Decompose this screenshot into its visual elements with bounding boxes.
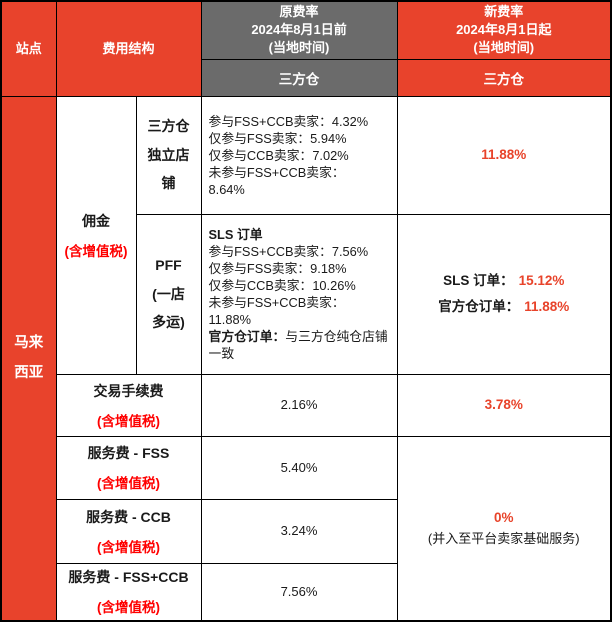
pff-old-official-line: 官方仓订单：与三方仓纯仓店铺一致	[209, 328, 391, 362]
commission-vat-note: (含增值税)	[64, 243, 128, 259]
new-rate-title: 新费率	[484, 4, 524, 20]
cell-site-malaysia: 马来 西亚	[0, 95, 57, 622]
commission-name: 佣金	[82, 212, 110, 229]
old-rate-title: 原费率	[279, 4, 319, 20]
new-rate-effective-date: 2024年8月1日起	[456, 22, 552, 38]
fss-fee-vat-note: (含增值税)	[97, 476, 160, 491]
ccb-fee-name: 服务费 - CCB	[86, 508, 171, 525]
header-old-rate: 原费率 2024年8月1日前 (当地时间)	[200, 0, 398, 60]
cell-fee-fss-ccb: 服务费 - FSS+CCB (含增值税)	[55, 562, 202, 622]
cell-old-rate-fss: 5.40%	[200, 435, 398, 500]
cell-new-rate-merged: 0% (并入至平台卖家基础服务)	[396, 435, 612, 622]
transaction-fee-vat-note: (含增值税)	[97, 413, 160, 429]
pff-new-official-value: 11.88%	[524, 299, 570, 314]
pff-new-sls-line: SLS 订单： 15.12%	[398, 268, 610, 294]
independent-old-rates: 参与FSS+CCB卖家：4.32% 仅参与FSS卖家：5.94% 仅参与CCB卖…	[208, 113, 369, 197]
cell-fee-transaction: 交易手续费 (含增值税)	[55, 373, 202, 437]
old-rate-effective-date: 2024年8月1日前	[251, 22, 347, 38]
header-fee-structure-label: 费用结构	[102, 40, 155, 56]
header-site-label: 站点	[15, 40, 42, 56]
pff-name: PFF (一店 多运)	[152, 256, 185, 331]
site-name: 马来 西亚	[14, 334, 44, 382]
cell-new-rate-pff: SLS 订单： 15.12% 官方仓订单： 11.88%	[396, 213, 612, 375]
independent-new-rate: 11.88%	[481, 147, 527, 162]
cell-old-rate-transaction: 2.16%	[200, 373, 398, 437]
independent-store-name: 三方仓 独立店 铺	[147, 117, 190, 192]
fss-ccb-fee-vat-note: (含增值税)	[97, 600, 160, 616]
ccb-old-rate: 3.24%	[280, 523, 318, 538]
transaction-old-rate: 2.16%	[280, 397, 318, 412]
fss-old-rate: 5.40%	[280, 459, 318, 475]
ccb-fee-vat-note: (含增值税)	[97, 539, 160, 555]
old-warehouse-label: 三方仓	[278, 71, 320, 87]
cell-old-rate-pff: SLS 订单 参与FSS+CCB卖家：7.56% 仅参与FSS卖家：9.18% …	[200, 213, 398, 375]
header-old-warehouse: 三方仓	[200, 58, 398, 97]
cell-old-rate-independent: 参与FSS+CCB卖家：4.32% 仅参与FSS卖家：5.94% 仅参与CCB卖…	[200, 95, 398, 215]
pff-new-official-line: 官方仓订单： 11.88%	[398, 294, 610, 320]
merged-new-rate-value: 0%	[494, 509, 514, 525]
fss-ccb-fee-name: 服务费 - FSS+CCB	[68, 569, 189, 586]
new-rate-timezone: (当地时间)	[473, 40, 535, 56]
old-rate-timezone: (当地时间)	[268, 40, 330, 56]
pff-new-sls-value: 15.12%	[518, 273, 565, 288]
pff-old-official-label: 官方仓订单：	[208, 329, 286, 344]
header-new-rate: 新费率 2024年8月1日起 (当地时间)	[396, 0, 612, 60]
cell-old-rate-fss-ccb: 7.56%	[200, 562, 398, 622]
cell-old-rate-ccb: 3.24%	[200, 498, 398, 564]
transaction-new-rate: 3.78%	[484, 397, 523, 412]
cell-commission: 佣金 (含增值税)	[55, 95, 137, 375]
pff-old-official-value: 与三方仓纯仓店铺一致	[208, 329, 388, 361]
cell-new-rate-transaction: 3.78%	[396, 373, 612, 437]
cell-pff: PFF (一店 多运)	[135, 213, 202, 375]
fss-ccb-old-rate: 7.56%	[280, 583, 318, 599]
cell-new-rate-independent: 11.88%	[396, 95, 612, 215]
new-warehouse-label: 三方仓	[483, 71, 525, 87]
cell-fee-ccb: 服务费 - CCB (含增值税)	[55, 498, 202, 564]
pff-old-sls-title: SLS 订单	[208, 227, 263, 242]
header-fee-structure: 费用结构	[55, 0, 202, 97]
transaction-fee-name: 交易手续费	[93, 382, 164, 399]
pff-new-official-label: 官方仓订单：	[438, 299, 520, 314]
header-new-warehouse: 三方仓	[396, 58, 612, 97]
header-site: 站点	[0, 0, 57, 97]
cell-fee-fss: 服务费 - FSS (含增值税)	[55, 435, 202, 500]
pff-new-sls-label: SLS 订单：	[443, 273, 514, 288]
merged-new-rate-note: (并入至平台卖家基础服务)	[427, 530, 580, 546]
cell-independent-store: 三方仓 独立店 铺	[135, 95, 202, 215]
pff-old-rates: 参与FSS+CCB卖家：7.56% 仅参与FSS卖家：9.18% 仅参与CCB卖…	[208, 244, 369, 327]
fss-fee-name: 服务费 - FSS	[87, 445, 170, 461]
